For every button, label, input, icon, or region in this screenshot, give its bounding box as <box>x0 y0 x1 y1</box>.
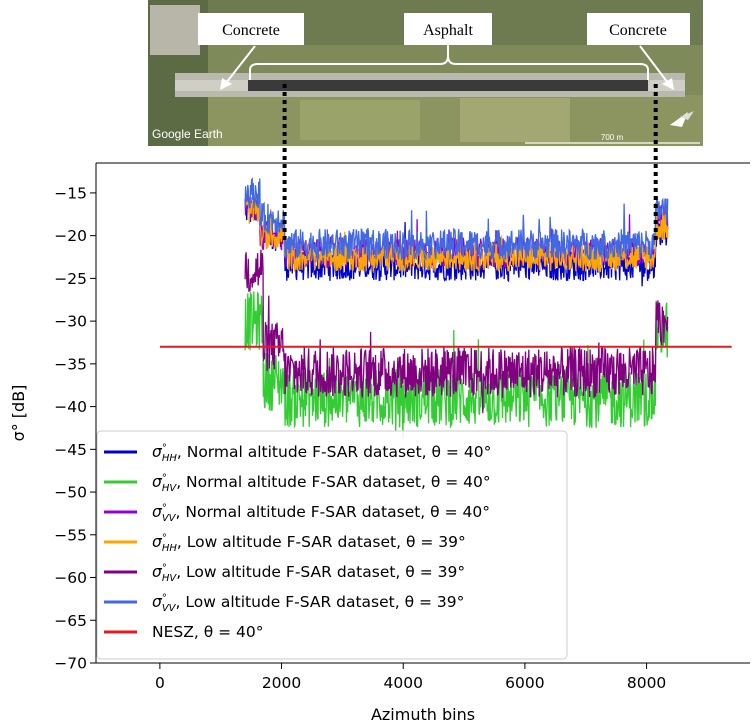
y-tick-label: −35 <box>54 355 87 373</box>
legend-entry-6: NESZ, θ = 40° <box>152 623 264 641</box>
compass-icon <box>670 111 694 127</box>
legend-box <box>96 430 568 660</box>
y-tick-label: −65 <box>54 612 87 630</box>
y-axis-label: σ° [dB] <box>9 385 28 442</box>
y-tick-label: −70 <box>54 655 87 673</box>
concrete-arrowhead-left <box>220 78 232 90</box>
legend-entry-3: σ° HH, Low altitude F-SAR dataset, θ = 39… <box>152 533 466 554</box>
tick-layer: −15 −20 −25 −30 −35 −40 −45 −50 −55 −60 −65 −70 0 200… <box>54 184 666 692</box>
photo-apron <box>150 5 200 55</box>
photo-field-patch <box>300 100 420 140</box>
x-tick-label: 8000 <box>627 674 666 692</box>
label-concrete-right: Concrete <box>609 22 667 39</box>
concrete-arrow-right <box>639 45 669 84</box>
scale-label: 700 m <box>601 133 624 142</box>
y-tick-label: −60 <box>54 569 87 587</box>
legend-entry-4: σ° HV, Low altitude F-SAR dataset, θ = 39… <box>152 563 465 584</box>
label-box-concrete-right <box>587 13 690 45</box>
y-tick-label: −15 <box>54 184 87 202</box>
concrete-arrowhead-right <box>662 78 674 90</box>
x-tick-label: 2000 <box>262 674 301 692</box>
series-line-5 <box>244 177 669 262</box>
legend-entry-2: σ° VV, Normal altitude F-SAR dataset, θ =… <box>152 503 490 524</box>
legend-entry-1: σ° HV, Normal altitude F-SAR dataset, θ =… <box>152 473 491 494</box>
y-tick-label: −40 <box>54 398 87 416</box>
satellite-photo: Concrete Asphalt Concrete Google Earth 7… <box>148 0 703 146</box>
x-axis-label: Azimuth bins <box>371 705 475 724</box>
y-tick-label: −30 <box>54 313 87 331</box>
x-tick-label: 6000 <box>505 674 544 692</box>
runway-asphalt <box>248 80 648 91</box>
label-asphalt: Asphalt <box>423 22 473 39</box>
y-tick-label: −50 <box>54 484 87 502</box>
legend: σ° HH, Normal altitude F-SAR dataset, θ =… <box>96 430 568 660</box>
legend-entry-5: σ° VV, Low altitude F-SAR dataset, θ = 39… <box>152 593 464 614</box>
series-layer <box>159 177 732 439</box>
asphalt-bracket <box>249 44 649 80</box>
legend-entry-0: σ° HH, Normal altitude F-SAR dataset, θ =… <box>152 443 491 464</box>
marker-layer <box>282 84 658 240</box>
y-tick-label: −55 <box>54 526 87 544</box>
x-tick-label: 0 <box>155 674 165 692</box>
photo-field-band <box>148 95 703 146</box>
x-tick-label: 4000 <box>384 674 423 692</box>
y-tick-label: −45 <box>54 441 87 459</box>
axes: −15 −20 −25 −30 −35 −40 −45 −50 −55 −60 −65 −70 0 200… <box>9 84 750 724</box>
label-box-asphalt <box>404 13 492 45</box>
google-earth-watermark: Google Earth <box>152 127 223 141</box>
label-concrete-left: Concrete <box>222 22 280 39</box>
y-tick-label: −25 <box>54 270 87 288</box>
y-tick-label: −20 <box>54 227 87 245</box>
photo-field-patch <box>460 98 570 142</box>
runway-concrete-left <box>175 80 248 91</box>
series-line-4 <box>244 249 669 414</box>
label-box-concrete-left <box>198 13 304 45</box>
concrete-arrow-left <box>225 45 256 84</box>
